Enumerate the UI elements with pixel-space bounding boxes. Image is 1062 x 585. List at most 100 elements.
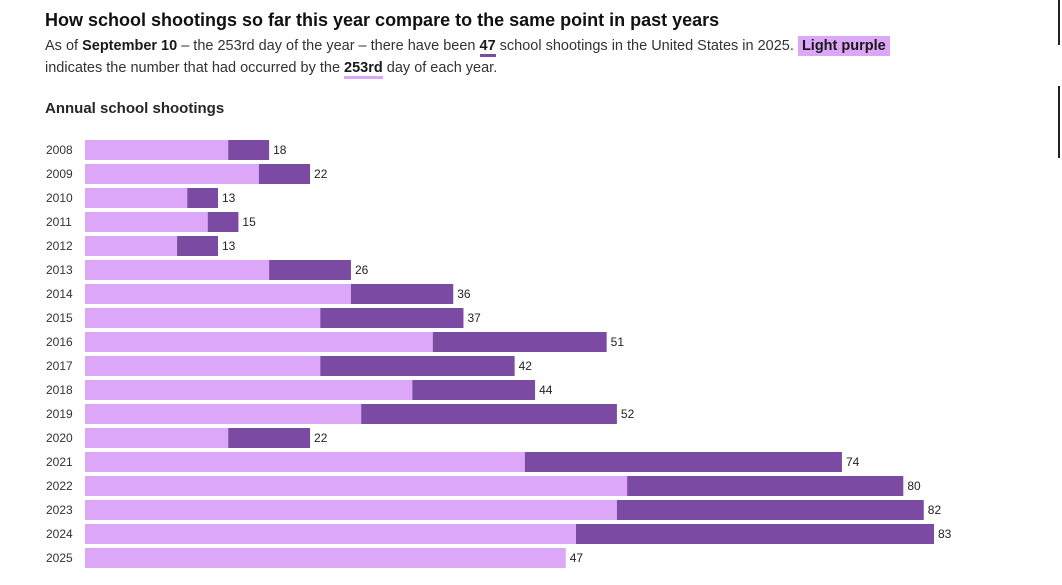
tick-label: 2023 — [46, 503, 73, 517]
subtitle-text-2: – the 253rd day of the year – there have… — [181, 38, 476, 54]
bar-segment-rest-of-year — [350, 284, 454, 304]
tick-label: 2013 — [46, 263, 73, 277]
data-label: 82 — [928, 503, 942, 517]
bar-row-2024: 2024 83 — [46, 524, 952, 544]
bar-segment-rest-of-year — [627, 476, 904, 496]
bar-segment-by-day — [85, 500, 617, 520]
scrollbar-segment[interactable] — [1058, 0, 1060, 45]
tick-label: 2021 — [46, 455, 73, 469]
bar-segment-by-day — [85, 236, 178, 256]
tick-label: 2019 — [46, 407, 73, 421]
bar-segment-rest-of-year — [228, 140, 270, 160]
bar-segment-by-day — [85, 548, 566, 568]
bar-row-2013: 2013 26 — [46, 260, 369, 280]
subtitle-text-3: school shootings in the United States in… — [499, 38, 794, 54]
bar-row-2017: 2017 42 — [46, 356, 532, 376]
bar-segment-by-day — [85, 284, 351, 304]
data-label: 13 — [222, 239, 236, 253]
data-label: 22 — [314, 431, 328, 445]
tick-label: 2008 — [46, 143, 73, 157]
tick-label: 2024 — [46, 527, 73, 541]
subtitle-text-5: day of each year. — [386, 60, 498, 76]
data-label: 83 — [938, 527, 952, 541]
bar-segment-rest-of-year — [258, 164, 311, 184]
bar-row-2019: 2019 52 — [46, 404, 635, 424]
data-label: 37 — [467, 311, 481, 325]
bar-segment-rest-of-year — [432, 332, 607, 352]
bar-segment-rest-of-year — [361, 404, 617, 424]
data-label: 44 — [539, 383, 553, 397]
bar-row-2021: 2021 74 — [46, 452, 860, 472]
bar-segment-by-day — [85, 260, 270, 280]
bar-segment-by-day — [85, 428, 229, 448]
bar-segment-by-day — [85, 452, 525, 472]
bar-segment-by-day — [85, 212, 208, 232]
bar-row-2014: 2014 36 — [46, 284, 471, 304]
subtitle-text-4: indicates the number that had occurred b… — [45, 60, 341, 76]
bar-segment-by-day — [85, 308, 321, 328]
bar-segment-rest-of-year — [524, 452, 842, 472]
bar-row-2020: 2020 22 — [46, 428, 328, 448]
tick-label: 2025 — [46, 551, 73, 565]
data-label: 18 — [273, 143, 287, 157]
subtitle: As of September 10 – the 253rd day of th… — [45, 35, 945, 79]
bar-row-2022: 2022 80 — [46, 476, 921, 496]
data-label: 15 — [242, 215, 256, 229]
tick-label: 2016 — [46, 335, 73, 349]
bar-row-2016: 2016 51 — [46, 332, 624, 352]
data-label: 36 — [457, 287, 471, 301]
data-label: 13 — [222, 191, 236, 205]
bar-segment-by-day — [85, 140, 229, 160]
subtitle-count: 47 — [479, 38, 496, 57]
data-label: 52 — [621, 407, 635, 421]
scrollbar-segment[interactable] — [1058, 86, 1060, 158]
bar-row-2011: 2011 15 — [46, 212, 256, 232]
data-label: 51 — [611, 335, 625, 349]
tick-label: 2011 — [46, 215, 72, 229]
bar-segment-rest-of-year — [412, 380, 536, 400]
bar-segment-by-day — [85, 188, 188, 208]
tick-label: 2022 — [46, 479, 73, 493]
tick-label: 2017 — [46, 359, 73, 373]
bar-segment-rest-of-year — [269, 260, 351, 280]
data-label: 47 — [570, 551, 584, 565]
bar-segment-rest-of-year — [575, 524, 934, 544]
bar-segment-by-day — [85, 524, 576, 544]
bar-segment-by-day — [85, 332, 433, 352]
bar-segment-rest-of-year — [228, 428, 311, 448]
data-label: 74 — [846, 455, 860, 469]
bar-segment-rest-of-year — [187, 188, 218, 208]
bar-row-2023: 2023 82 — [46, 500, 941, 520]
bar-segment-rest-of-year — [616, 500, 924, 520]
bar-row-2009: 2009 22 — [46, 164, 328, 184]
subtitle-highlight: Light purple — [797, 36, 890, 56]
data-label: 22 — [314, 167, 328, 181]
tick-label: 2012 — [46, 239, 73, 253]
chart-title: How school shootings so far this year co… — [45, 10, 720, 30]
subtitle-date: September 10 — [82, 38, 178, 54]
tick-label: 2015 — [46, 311, 73, 325]
bar-row-2012: 2012 13 — [46, 236, 236, 256]
tick-label: 2018 — [46, 383, 73, 397]
bar-segment-by-day — [85, 356, 321, 376]
data-label: 80 — [907, 479, 921, 493]
subtitle-day: 253rd — [344, 60, 383, 79]
tick-label: 2014 — [46, 287, 73, 301]
tick-label: 2020 — [46, 431, 73, 445]
bar-chart: 2008 18 2009 22 2010 13 2011 15 2012 13 2013 26 2014… — [46, 140, 952, 568]
bar-segment-rest-of-year — [207, 212, 239, 232]
data-label: 26 — [355, 263, 369, 277]
data-label: 42 — [519, 359, 533, 373]
bar-segment-by-day — [85, 404, 362, 424]
bar-segment-by-day — [85, 164, 259, 184]
tick-label: 2009 — [46, 167, 73, 181]
bar-segment-rest-of-year — [320, 308, 464, 328]
bar-segment-rest-of-year — [320, 356, 515, 376]
bar-segment-by-day — [85, 476, 628, 496]
subtitle-text-1: As of — [45, 38, 79, 54]
bar-segment-by-day — [85, 380, 413, 400]
bar-row-2025: 2025 47 — [46, 548, 583, 568]
bar-row-2015: 2015 37 — [46, 308, 481, 328]
tick-label: 2010 — [46, 191, 73, 205]
bar-row-2008: 2008 18 — [46, 140, 287, 160]
